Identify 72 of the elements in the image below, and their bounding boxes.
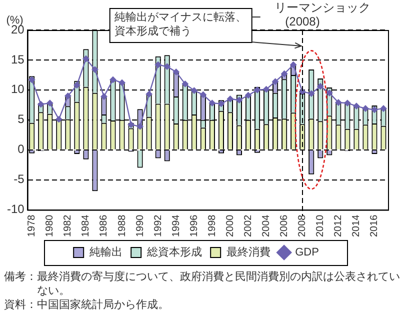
- point: [38, 101, 44, 108]
- point: [190, 87, 198, 94]
- point: [182, 80, 188, 88]
- y-tick-label: 0: [18, 142, 25, 156]
- point: [118, 80, 126, 86]
- ref-line-label: リーマンショック (2008): [274, 0, 370, 28]
- x-tick-label: 1996: [188, 214, 200, 238]
- x-tick-label: 1990: [134, 214, 146, 238]
- point: [110, 76, 116, 83]
- legend-label: 総資本形成: [146, 246, 202, 259]
- x-tick-label: 2000: [224, 214, 236, 238]
- y-tick-label: 15: [10, 52, 25, 66]
- point: [136, 123, 144, 130]
- x-tick-label: 2012: [333, 214, 344, 238]
- point: [92, 66, 98, 73]
- point: [362, 105, 369, 112]
- x-tick-label: 1986: [98, 214, 110, 238]
- point: [263, 86, 270, 93]
- point: [82, 56, 90, 62]
- legend-label: 純輸出: [90, 246, 123, 259]
- x-tick-label: 2006: [279, 214, 290, 238]
- point: [208, 100, 216, 106]
- x-tick-label: 1982: [62, 214, 74, 238]
- x-tick-label: 2008: [297, 214, 308, 238]
- point: [200, 92, 206, 98]
- point: [335, 99, 342, 106]
- point: [146, 90, 152, 98]
- point: [227, 96, 234, 102]
- y-tick-label: -5: [14, 172, 25, 186]
- x-tick-label: 2002: [242, 214, 254, 238]
- x-tick-label: 2014: [351, 214, 362, 238]
- point: [74, 82, 80, 88]
- x-tick-label: 1998: [206, 214, 218, 238]
- legend-label: GDP: [295, 246, 319, 259]
- point: [317, 83, 324, 90]
- x-tick-label: 2016: [369, 214, 380, 238]
- point: [46, 100, 54, 106]
- x-tick-label: 2004: [261, 214, 272, 238]
- y-tick-label: -10: [7, 202, 25, 216]
- x-tick-label: 1994: [170, 214, 182, 238]
- x-tick-label: 1992: [152, 214, 164, 238]
- x-tick-label: 1984: [80, 214, 92, 238]
- x-tick-label: 1988: [116, 214, 128, 238]
- point: [236, 96, 242, 104]
- x-tick-label: 1978: [26, 214, 38, 238]
- point: [326, 90, 333, 96]
- point: [100, 93, 108, 100]
- annotation: 純輸出がマイナスに転落、資本形成で補う: [114, 10, 246, 38]
- y-tick-label: 10: [10, 82, 25, 96]
- y-tick-label: 5: [18, 112, 25, 126]
- point: [272, 78, 278, 85]
- point: [172, 68, 180, 76]
- point: [56, 116, 62, 122]
- point: [64, 92, 72, 100]
- text: 備考：最終消費の寄与度について、政府消費と民間消費別の内訳は公表されていない。: [4, 270, 401, 298]
- point: [353, 102, 360, 110]
- x-tick-label: 2010: [315, 214, 326, 238]
- point: [28, 76, 36, 83]
- x-tick-label: 1980: [44, 214, 56, 238]
- point: [164, 63, 170, 70]
- point: [380, 105, 387, 112]
- point: [308, 90, 315, 97]
- point: [281, 70, 288, 77]
- legend-label: 最終消費: [226, 246, 271, 259]
- point: [218, 100, 224, 107]
- point: [371, 106, 378, 113]
- point: [154, 62, 162, 68]
- point: [290, 62, 297, 68]
- point: [344, 100, 351, 106]
- point: [254, 86, 260, 94]
- point: [245, 92, 252, 99]
- text: 資料：中国国家統計局から作成。: [4, 298, 170, 312]
